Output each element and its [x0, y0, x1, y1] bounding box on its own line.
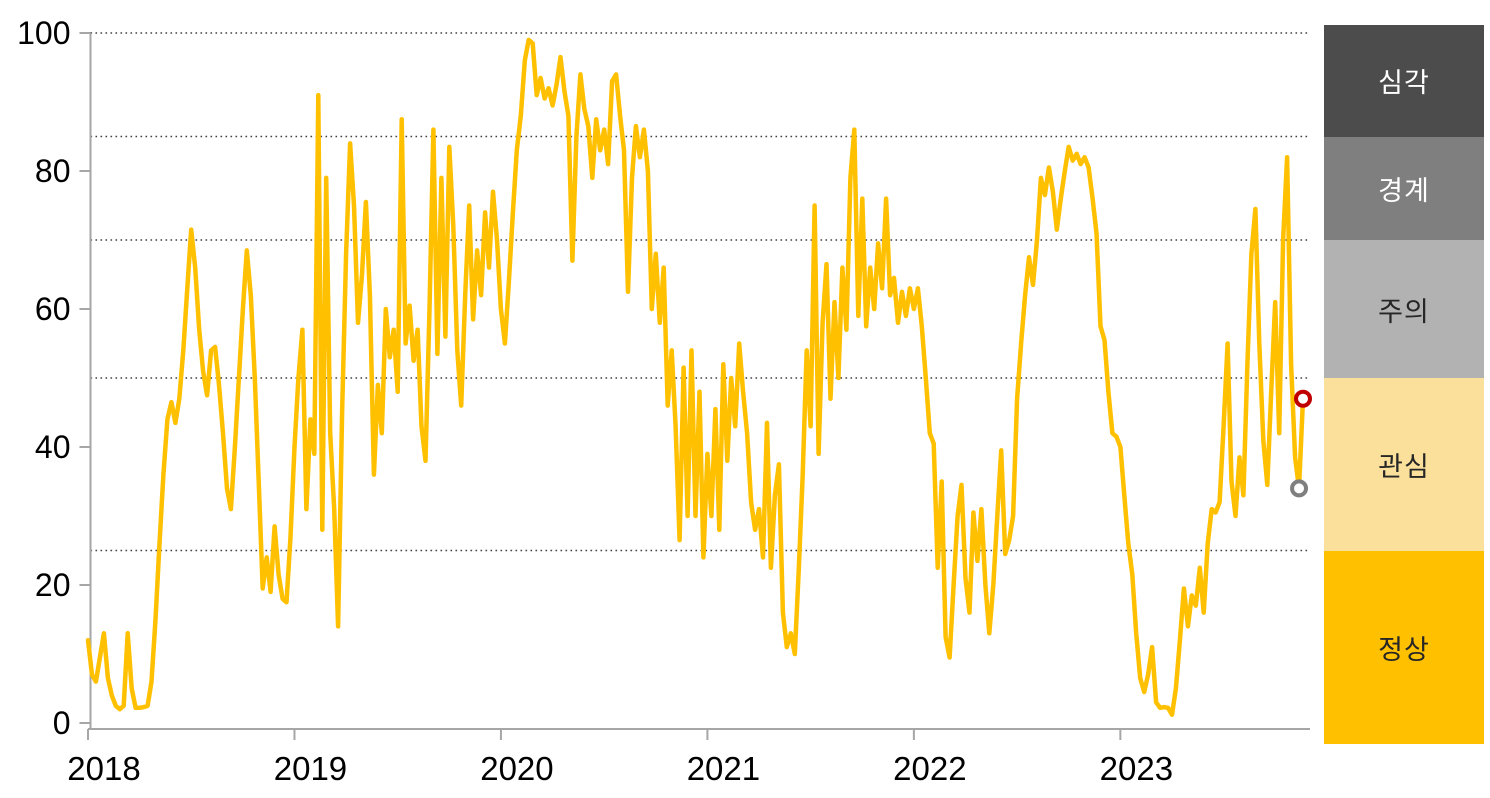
latest-week-marker	[1294, 389, 1312, 408]
y-tick-label-80: 80	[35, 153, 71, 189]
legend-band-attention: 관심	[1324, 378, 1484, 551]
x-tick-label-2018: 2018	[67, 750, 140, 787]
legend-label-severe: 심각	[1378, 68, 1430, 99]
legend-band-alert: 경계	[1324, 136, 1484, 240]
y-tick-label-0: 0	[53, 705, 71, 741]
x-tick-label-2019: 2019	[274, 750, 347, 787]
x-tick-label-2022: 2022	[893, 750, 966, 787]
x-tick-label-2021: 2021	[687, 750, 760, 787]
legend-band-caution: 주의	[1324, 240, 1484, 378]
legend-label-alert: 경계	[1378, 175, 1430, 206]
previous-week-marker	[1290, 479, 1309, 498]
legend-label-normal: 정상	[1378, 634, 1430, 665]
legend-label-caution: 주의	[1378, 296, 1430, 327]
legend-band-normal: 정상	[1324, 550, 1484, 744]
x-tick-label-2023: 2023	[1100, 750, 1173, 787]
y-tick-label-40: 40	[35, 429, 71, 465]
x-tick-label-2020: 2020	[480, 750, 553, 787]
y-tick-label-60: 60	[35, 291, 71, 327]
risk-level-legend: 심각 경계 주의 관심 정상	[1324, 25, 1484, 744]
y-tick-label-20: 20	[35, 567, 71, 603]
y-tick-label-100: 100	[17, 15, 70, 51]
index-series-line	[85, 37, 1306, 717]
legend-label-attention: 관심	[1378, 451, 1430, 482]
legend-band-severe: 심각	[1324, 25, 1484, 137]
